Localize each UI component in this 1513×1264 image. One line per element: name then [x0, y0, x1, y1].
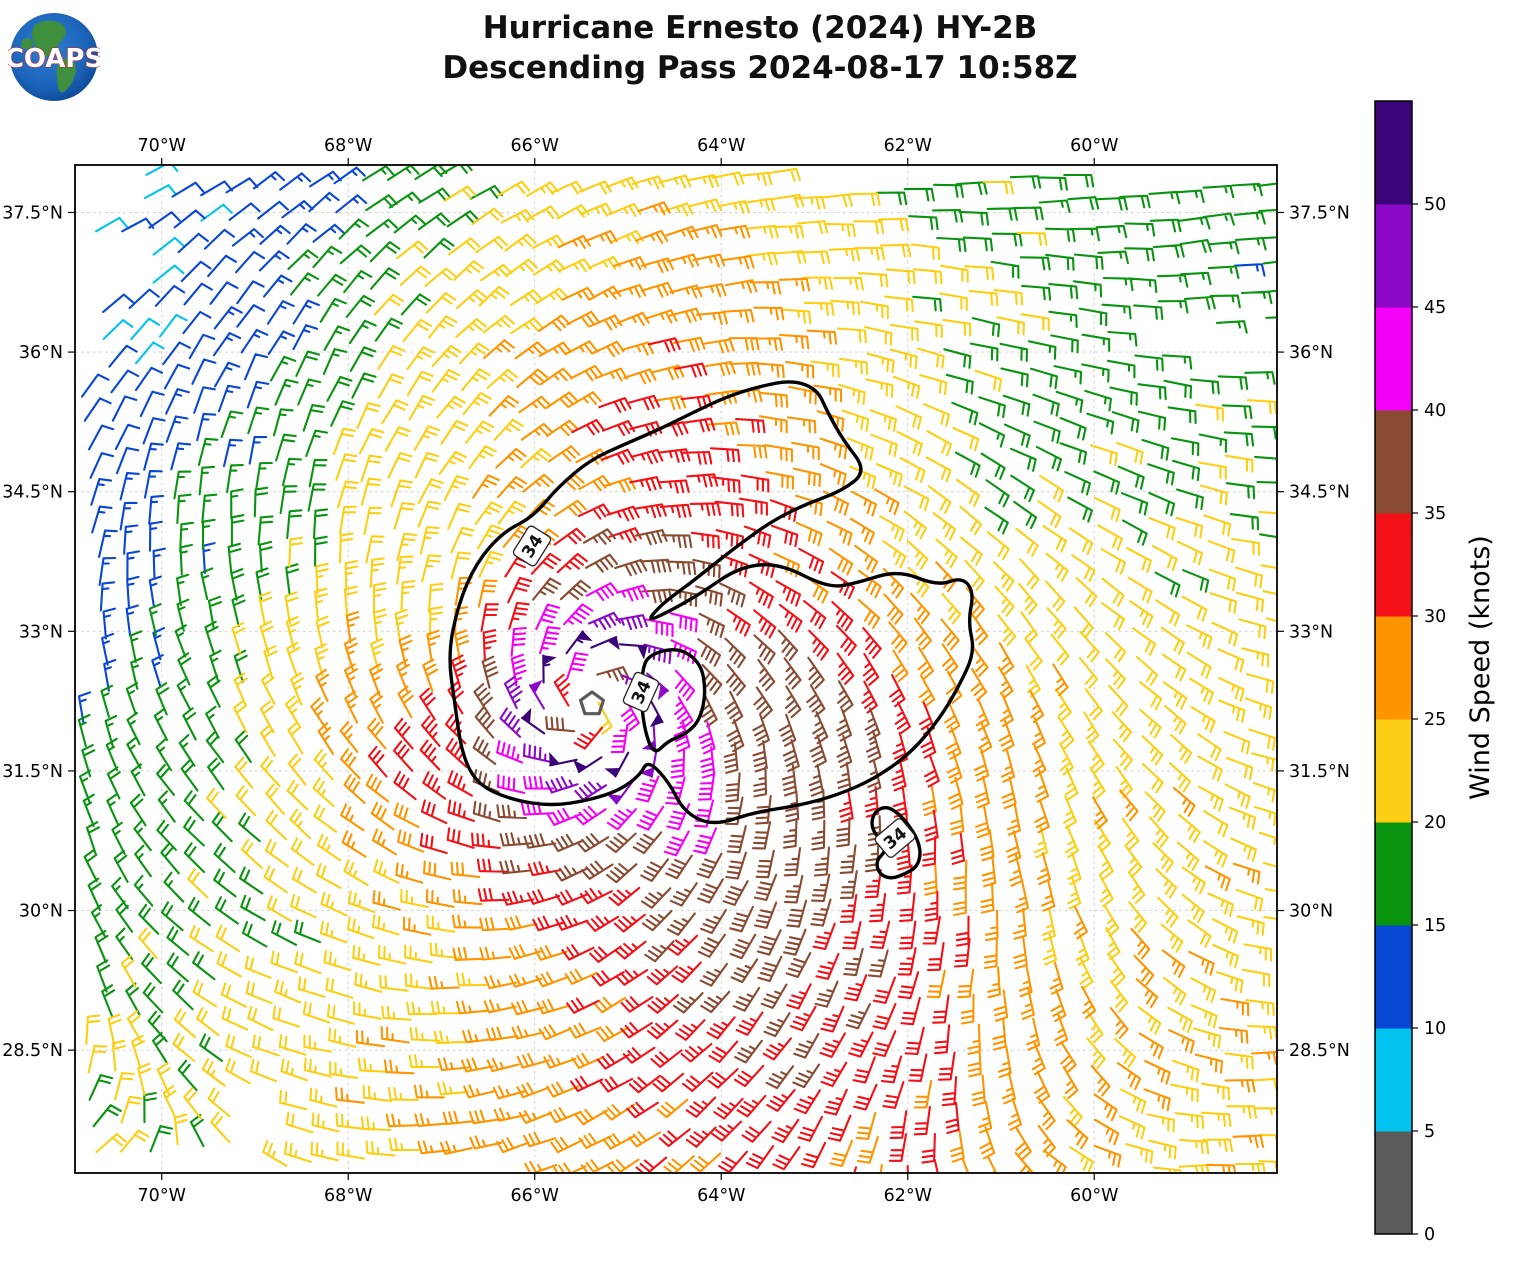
colorbar-bin-6 [1375, 513, 1412, 617]
wind-barbs-bin-8 [496, 582, 717, 857]
x-tick-label-top: 70°W [138, 136, 186, 156]
contour-label-box [512, 525, 552, 567]
contour-label-0: 34 [512, 525, 552, 567]
y-tick-label-right: 33°N [1289, 622, 1333, 642]
globe-land-south [56, 58, 76, 93]
figure-title: Hurricane Ernesto (2024) HY-2B Descendin… [330, 10, 1190, 86]
colorbar-bin-3 [1375, 822, 1412, 926]
colorbar-bin-4 [1375, 719, 1412, 823]
colorbar-bin-7 [1375, 410, 1412, 514]
globe-circle [10, 13, 98, 101]
colorbar-bin-9 [1375, 204, 1412, 308]
y-tick-label-left: 28.5°N [2, 1041, 63, 1061]
wind-barbs-bin-6 [367, 337, 971, 1172]
colorbar-tick-label: 0 [1424, 1225, 1435, 1245]
colorbar-tick-label: 10 [1424, 1019, 1446, 1039]
colorbar-bin-8 [1375, 307, 1412, 411]
colorbar-bin-2 [1375, 925, 1412, 1029]
colorbar-bin-0 [1375, 1131, 1412, 1235]
colorbar-tick-label: 40 [1424, 401, 1446, 421]
colorbar-bin-5 [1375, 616, 1412, 720]
x-tick-label-top: 68°W [324, 136, 372, 156]
x-tick-label-top: 64°W [697, 136, 745, 156]
plot-border [74, 164, 1278, 1174]
wind-barb-pennants-bin-10 [521, 630, 664, 778]
title-line-2: Descending Pass 2024-08-17 10:58Z [442, 50, 1078, 86]
coaps-logo: COAPS [8, 10, 100, 102]
y-tick-label-right: 28.5°N [1289, 1041, 1350, 1061]
y-tick-label-left: 37.5°N [2, 203, 63, 223]
colorbar: 0 5 10 15 20 25 30 35 40 45 50 Wind Speed (knots) [1374, 100, 1496, 1245]
contour-label-box [874, 818, 916, 858]
y-tick-label-right: 34.5°N [1289, 483, 1350, 503]
storm-center [578, 690, 606, 716]
title-line-1: Hurricane Ernesto (2024) HY-2B [482, 10, 1038, 46]
colorbar-axis-label: Wind Speed (knots) [1465, 535, 1496, 800]
wind-barbs-bin-10 [521, 630, 664, 778]
wind-barbs-bin-7 [472, 528, 889, 1090]
y-tick-label-right: 37.5°N [1289, 203, 1350, 223]
wind-barbs-bin-2 [77, 166, 1266, 724]
y-tick-label-left: 31.5°N [2, 762, 63, 782]
x-tick-label-top: 62°W [884, 136, 932, 156]
contour-label-box [622, 671, 660, 713]
x-tick-label-bottom: 60°W [1070, 1186, 1118, 1206]
x-tick-label-bottom: 64°W [697, 1186, 745, 1206]
colorbar-tick-label: 45 [1424, 298, 1446, 318]
axes: 70°W 70°W 68°W 68°W 66°W 66°W 64°W 64°W 62°W 62°W… [2, 136, 1350, 1206]
coaps-logo-globe: COAPS [8, 13, 100, 101]
colorbar-bin-1 [1375, 1028, 1412, 1132]
colorbar-tick-label: 50 [1424, 195, 1446, 215]
wind-barbs-bin-1 [95, 166, 233, 365]
colorbar-tick-label: 30 [1424, 607, 1446, 627]
wind-barbs-bin-5 [310, 201, 1276, 1172]
x-tick-label-bottom: 68°W [324, 1186, 372, 1206]
wind-barbs-bin-3 [77, 166, 1276, 1153]
y-tick-label-right: 30°N [1289, 902, 1333, 922]
colorbar-tick-label: 35 [1424, 504, 1446, 524]
y-tick-label-left: 33°N [19, 622, 63, 642]
x-tick-label-bottom: 62°W [884, 1186, 932, 1206]
y-tick-label-right: 36°N [1289, 343, 1333, 363]
coaps-logo-text: COAPS [8, 44, 100, 74]
storm-center-marker [578, 690, 606, 716]
wind-barb-pennants-bin-9 [529, 679, 669, 805]
colorbar-bin-10 [1375, 101, 1412, 205]
y-tick-label-left: 30°N [19, 902, 63, 922]
colorbar-tick-label: 20 [1424, 813, 1446, 833]
colorbar-tick-label: 25 [1424, 710, 1446, 730]
y-tick-label-right: 31.5°N [1289, 762, 1350, 782]
globe-land-north [32, 20, 66, 57]
x-tick-label-bottom: 66°W [511, 1186, 559, 1206]
x-tick-label-top: 60°W [1070, 136, 1118, 156]
colorbar-tick-label: 5 [1424, 1122, 1435, 1142]
contour-label-1: 34 [622, 671, 660, 713]
wind-barbs-layer [77, 166, 1276, 1172]
colorbar-tick-label: 15 [1424, 916, 1446, 936]
wind-barbs-bin-4 [85, 167, 1276, 1172]
contour-34kt-0 [448, 380, 975, 825]
colorbar-outline [1374, 100, 1413, 1235]
x-tick-label-bottom: 70°W [138, 1186, 186, 1206]
grid-lines [75, 165, 1277, 1173]
y-tick-label-left: 36°N [19, 343, 63, 363]
y-tick-label-left: 34.5°N [2, 483, 63, 503]
x-tick-label-top: 66°W [511, 136, 559, 156]
globe-land-west [21, 38, 33, 50]
